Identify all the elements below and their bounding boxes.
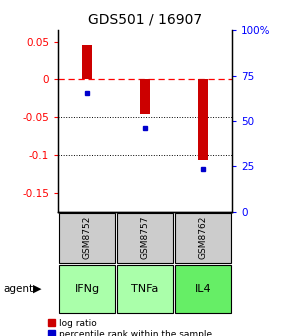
Text: GSM8752: GSM8752	[82, 216, 92, 259]
Text: GSM8757: GSM8757	[140, 216, 150, 259]
Text: GSM8762: GSM8762	[198, 216, 208, 259]
Bar	[140, 79, 150, 114]
Bar	[175, 213, 231, 263]
Bar	[59, 213, 115, 263]
Bar	[82, 45, 92, 79]
Text: IL4: IL4	[195, 284, 211, 294]
Bar	[117, 213, 173, 263]
Text: agent: agent	[3, 284, 33, 294]
Bar	[198, 79, 208, 160]
Bar	[117, 265, 173, 313]
Legend: log ratio, percentile rank within the sample: log ratio, percentile rank within the sa…	[48, 319, 212, 336]
Text: IFNg: IFNg	[75, 284, 99, 294]
Bar	[59, 265, 115, 313]
Text: ▶: ▶	[33, 284, 42, 294]
Text: TNFa: TNFa	[131, 284, 159, 294]
Bar	[175, 265, 231, 313]
Title: GDS501 / 16907: GDS501 / 16907	[88, 12, 202, 26]
